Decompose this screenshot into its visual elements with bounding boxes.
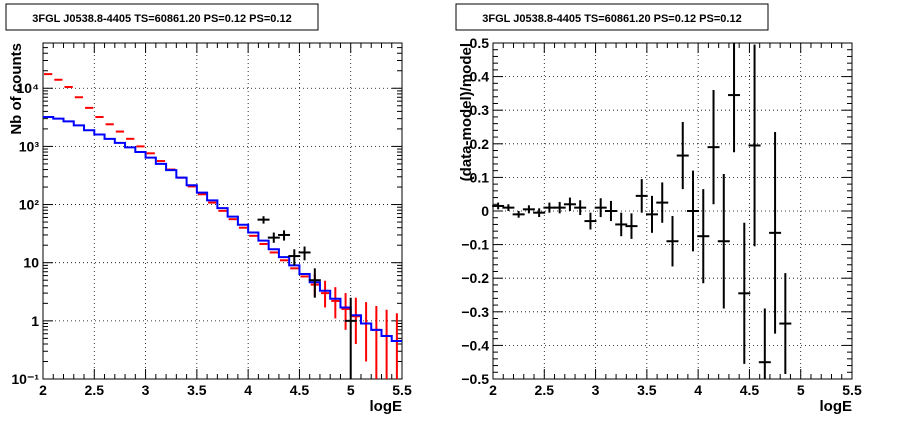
chart-title: 3FGL J0538.8-4405 TS=60861.20 PS=0.12 PS… (482, 13, 741, 25)
series-1 (43, 116, 402, 343)
y-tick-label: 10 (23, 255, 39, 271)
y-axis-label: Nb of counts (8, 43, 25, 135)
title-box: 3FGL J0538.8-4405 TS=60861.20 PS=0.12 PS… (5, 3, 319, 31)
x-axis-label: logE (370, 398, 403, 415)
x-tick-label: 4 (694, 382, 702, 398)
y-tick-label: −0.2 (461, 270, 489, 286)
x-tick-label: 3 (142, 382, 150, 398)
x-tick-label: 3 (592, 382, 600, 398)
x-tick-label: 5.5 (392, 382, 412, 398)
x-tick-label: 4.5 (740, 382, 760, 398)
x-tick-label: 5.5 (842, 382, 862, 398)
residuals-panel: 3FGL J0538.8-4405 TS=60861.20 PS=0.12 PS… (455, 3, 862, 415)
title-frame (455, 3, 769, 31)
x-tick-label: 2 (39, 382, 47, 398)
y-tick-label: −0.3 (461, 304, 489, 320)
y-tick-label: 0 (481, 203, 489, 219)
y-tick-label: 0.3 (470, 102, 490, 118)
plot-frame (492, 42, 853, 380)
y-tick-label: 10² (19, 197, 40, 213)
x-tick-label: 5 (347, 382, 355, 398)
series-2 (257, 216, 357, 379)
x-tick-label: 2.5 (535, 382, 555, 398)
y-axis-label: (data-model)/model (458, 43, 475, 181)
y-tick-label: 10⁻¹ (11, 371, 39, 387)
ticks (492, 42, 853, 380)
chart-title: 3FGL J0538.8-4405 TS=60861.20 PS=0.12 PS… (32, 13, 291, 25)
x-tick-label: 3.5 (187, 382, 207, 398)
x-tick-label: 4.5 (290, 382, 310, 398)
y-tick-label: 0.5 (470, 35, 490, 51)
y-tick-label: 1 (31, 313, 39, 329)
title-frame (5, 3, 319, 31)
y-tick-label: 0.1 (470, 169, 490, 185)
y-tick-label: −0.5 (461, 371, 489, 387)
y-tick-label: 10³ (19, 138, 40, 154)
x-tick-label: 2 (489, 382, 497, 398)
y-tick-label: −0.1 (461, 237, 489, 253)
counts-panel: 3FGL J0538.8-4405 TS=60861.20 PS=0.12 PS… (5, 3, 412, 415)
model-step-line (43, 116, 402, 343)
grid (493, 43, 852, 379)
x-tick-label: 5 (797, 382, 805, 398)
y-tick-label: 0.4 (470, 69, 490, 85)
y-tick-label: 0.2 (470, 136, 490, 152)
y-tick-label: −0.4 (461, 337, 489, 353)
x-axis-label: logE (820, 398, 853, 415)
y-tick-label: 10⁴ (17, 80, 40, 96)
series-0 (44, 73, 401, 379)
series-0 (492, 43, 792, 379)
x-tick-label: 3.5 (637, 382, 657, 398)
x-tick-label: 4 (244, 382, 252, 398)
title-box: 3FGL J0538.8-4405 TS=60861.20 PS=0.12 PS… (455, 3, 769, 31)
x-tick-label: 2.5 (85, 382, 105, 398)
plot-frame (42, 42, 403, 380)
